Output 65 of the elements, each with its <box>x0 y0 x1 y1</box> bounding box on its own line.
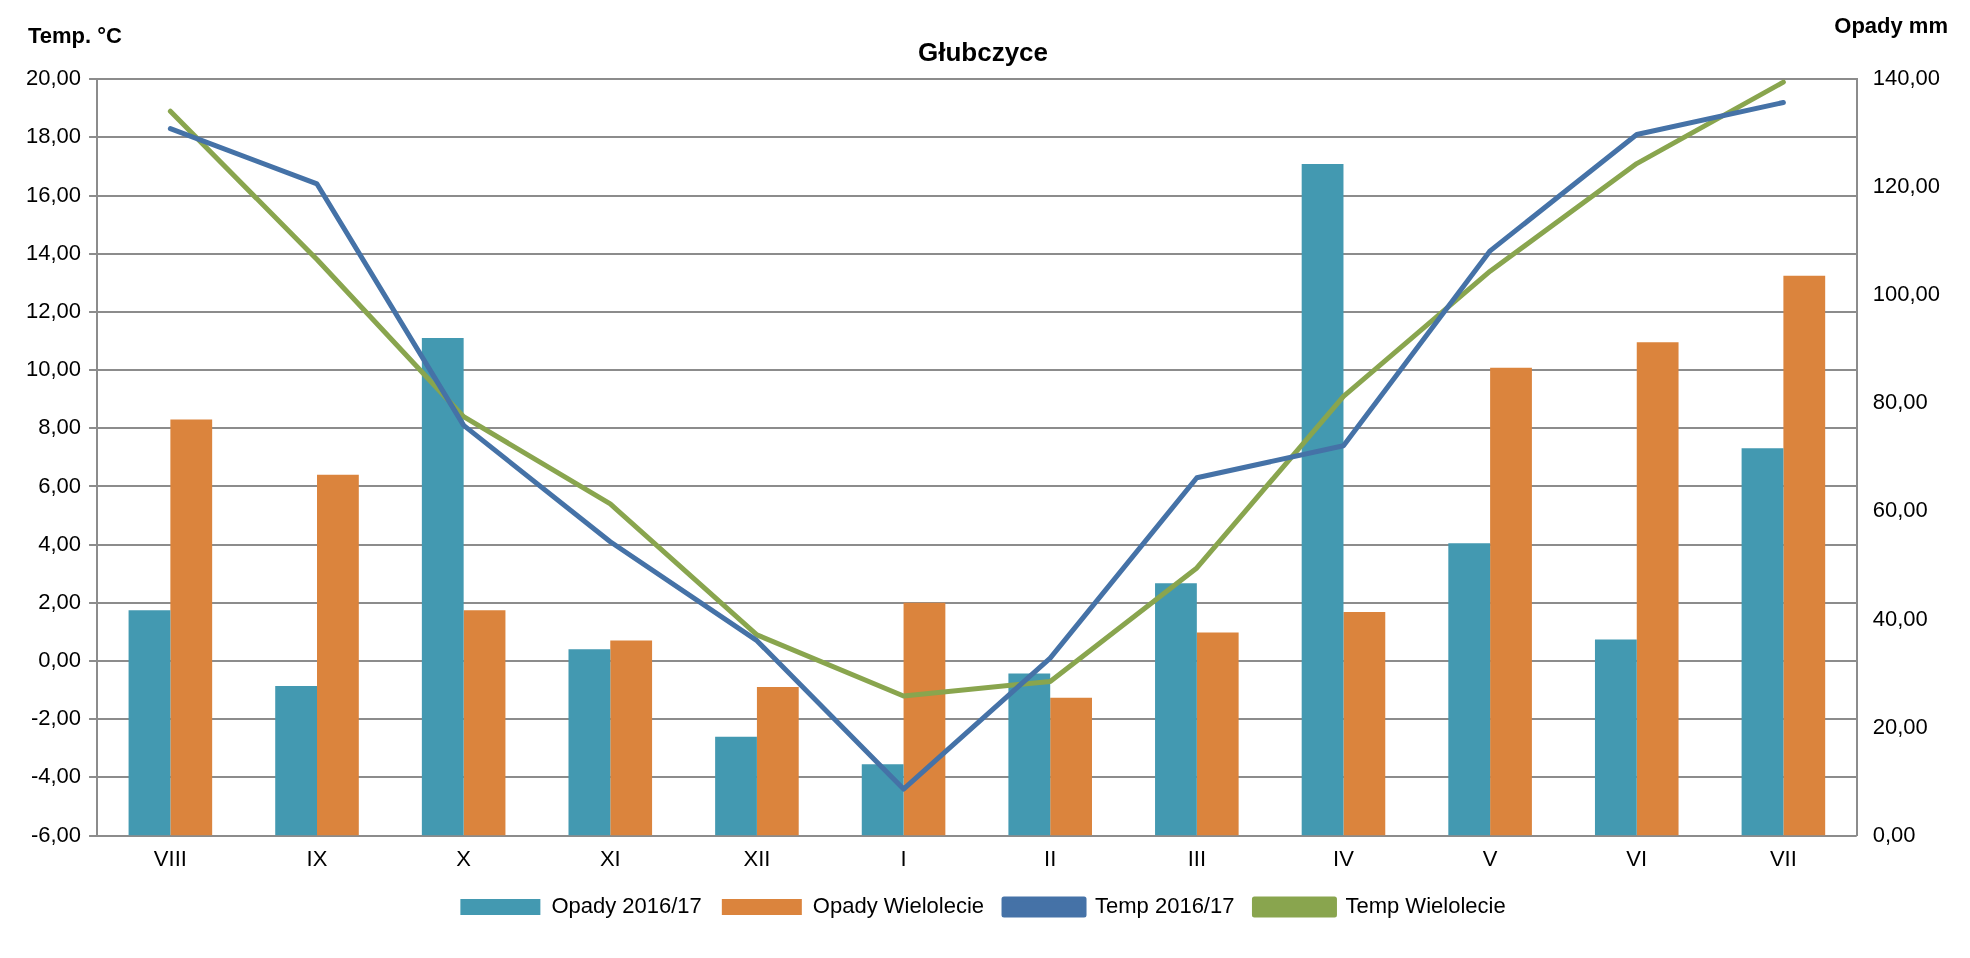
y-tick-label: 16,00 <box>25 181 82 207</box>
y-tick-label: -6,00 <box>30 821 82 847</box>
x-tick-label: III <box>1187 845 1207 871</box>
bar <box>1050 697 1092 836</box>
bar <box>756 687 799 836</box>
y2-tick-label: 80,00 <box>1872 389 1928 415</box>
y-tick-label: 6,00 <box>38 472 82 498</box>
y-axis-title: Temp. °C <box>28 23 123 49</box>
y2-tick-label: 120,00 <box>1872 173 1941 199</box>
x-tick-label: VI <box>1626 845 1648 871</box>
bar <box>1636 342 1679 836</box>
bar <box>903 602 946 836</box>
y-tick-label: 8,00 <box>38 414 82 440</box>
y-tick-label: -2,00 <box>30 705 82 731</box>
bar <box>1783 275 1826 836</box>
y-tick-label: 2,00 <box>38 588 82 614</box>
bar <box>1196 632 1239 836</box>
y-tick-label: 20,00 <box>25 65 82 91</box>
bar <box>568 649 611 836</box>
x-tick-label: X <box>456 845 472 871</box>
legend-label: Temp Wielolecie <box>1345 893 1506 919</box>
y2-tick-label: 60,00 <box>1872 497 1928 523</box>
y-tick-label: 18,00 <box>25 123 82 149</box>
bar <box>275 685 318 836</box>
bar <box>1594 639 1637 836</box>
bar <box>1301 164 1344 836</box>
bar <box>421 338 464 836</box>
bar <box>1490 367 1532 836</box>
x-tick-label: VII <box>1769 845 1797 871</box>
x-tick-label: VIII <box>153 845 187 871</box>
bar <box>1741 448 1784 836</box>
chart-title: Głubczyce <box>917 36 1049 67</box>
x-tick-label: IX <box>306 845 328 871</box>
legend-label: Opady 2016/17 <box>551 893 702 919</box>
bar <box>1155 583 1197 836</box>
y-tick-label: 4,00 <box>38 530 82 556</box>
x-tick-label: V <box>1482 845 1498 871</box>
bar <box>1343 611 1386 836</box>
bar <box>610 640 653 836</box>
bar <box>463 610 506 836</box>
y-tick-label: 10,00 <box>25 356 82 382</box>
y2-axis-title: Opady mm <box>1834 13 1948 39</box>
y-tick-label: 14,00 <box>25 239 82 265</box>
bar <box>170 419 213 836</box>
bar <box>715 736 757 836</box>
x-tick-label: IV <box>1333 845 1355 871</box>
bar <box>317 474 359 836</box>
legend-label: Opady Wielolecie <box>812 893 985 919</box>
bar <box>861 764 904 836</box>
x-tick-label: XII <box>743 845 771 871</box>
y2-tick-label: 0,00 <box>1872 821 1916 847</box>
y-tick-label: 12,00 <box>25 298 82 323</box>
legend-label: Temp 2016/17 <box>1095 893 1235 919</box>
y-tick-label: 0,00 <box>38 647 82 673</box>
y2-tick-label: 140,00 <box>1872 65 1941 91</box>
x-tick-label: I <box>900 845 907 871</box>
y2-tick-label: 40,00 <box>1872 605 1928 631</box>
y-tick-label: -4,00 <box>30 763 82 789</box>
x-tick-label: XI <box>599 845 621 871</box>
bar <box>1008 673 1051 836</box>
bar <box>1448 543 1491 836</box>
x-tick-label: II <box>1044 845 1057 871</box>
y2-tick-label: 20,00 <box>1872 713 1928 739</box>
y2-tick-label: 100,00 <box>1872 281 1941 307</box>
bar <box>128 610 171 836</box>
